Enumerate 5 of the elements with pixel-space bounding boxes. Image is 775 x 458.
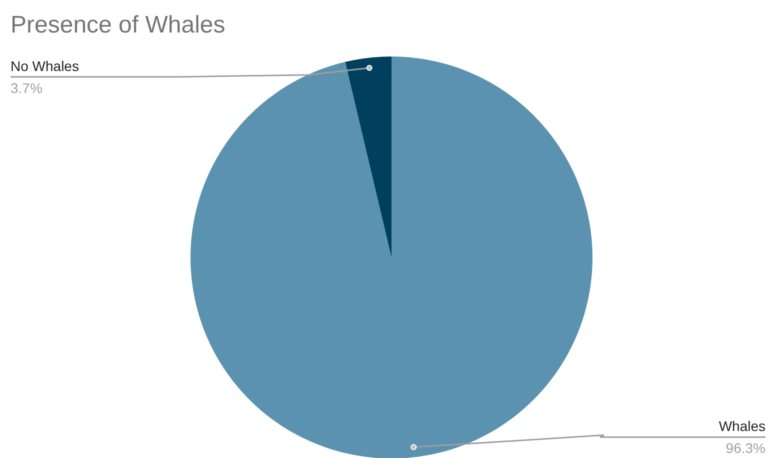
data-label: 3.7% <box>10 80 42 96</box>
slice-label: Whales <box>718 418 766 434</box>
chart-title: Presence of Whales <box>10 12 226 38</box>
slice-label: No Whales <box>10 58 79 74</box>
data-label: 96.3% <box>726 440 766 456</box>
